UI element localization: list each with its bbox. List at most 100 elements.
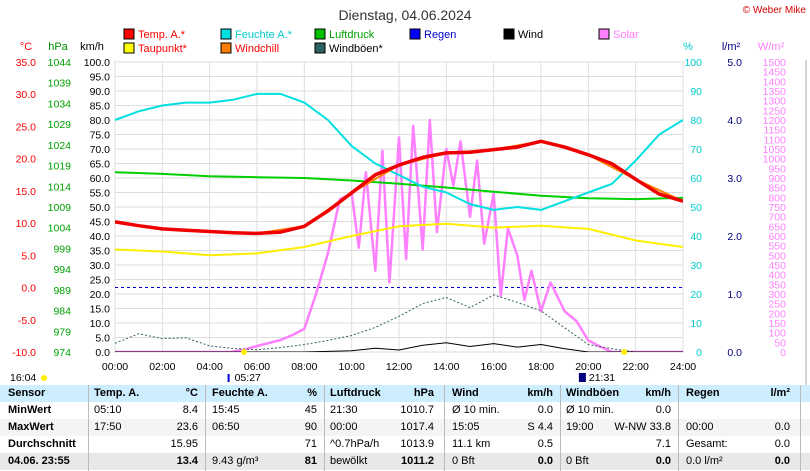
table-cell: bewölkt <box>330 455 368 467</box>
table-cell: 1017.4 <box>400 421 434 433</box>
series-line-luftdruck <box>115 171 683 201</box>
rain-tick-label: 3.0 <box>727 173 742 185</box>
pressure-tick-label: 1014 <box>48 181 72 193</box>
time-tick-label: 10:00 <box>339 361 365 373</box>
legend-label: Luftdruck <box>329 29 375 41</box>
table-cell: 9.43 g/m³ <box>212 455 259 467</box>
time-tick-label: 22:00 <box>623 361 649 373</box>
solar-tick-label: 1000 <box>763 154 787 166</box>
rain-tick-label: 0.0 <box>727 347 742 359</box>
table-cell: 11.1 km <box>452 438 491 450</box>
table-row: MaxWert 17:50 23.6 06:50 90 00:00 1017.4 15:05 S… <box>0 419 810 436</box>
wind-tick-label: 40.0 <box>90 231 111 243</box>
humidity-tick-label: 90 <box>690 86 702 98</box>
table-cell: 0.0 <box>774 455 790 467</box>
solar-tick-label: 0 <box>780 347 786 359</box>
pressure-axis-label: hPa <box>48 41 68 53</box>
legend-label: Temp. A.* <box>138 29 186 41</box>
sunrise-marker <box>240 349 247 355</box>
credit: © Weber Mike <box>743 5 807 16</box>
table-cell: 1011.2 <box>400 455 434 467</box>
table-cell: 17:50 <box>94 421 122 433</box>
table-separator <box>324 385 325 471</box>
wind-tick-label: 90.0 <box>90 86 111 98</box>
table-cell: 0.0 l/m² <box>686 455 723 467</box>
table-header-cell: Windböen <box>566 387 620 399</box>
temp-tick-label: -5.0 <box>18 315 36 327</box>
table-header-cell: Luftdruck <box>330 387 381 399</box>
row-label: 04.06. 23:55 <box>8 455 70 467</box>
table-cell: 71 <box>304 438 317 450</box>
table-cell: 8.4 <box>182 404 198 416</box>
stats-table: Sensor Temp. A. °C Feuchte A.% Luftdruck hPa W… <box>0 385 810 471</box>
table-cell: 0.0 <box>655 455 671 467</box>
table-header-cell: % <box>307 387 317 399</box>
wind-tick-label: 25.0 <box>90 275 111 287</box>
table-header-cell: Feuchte A. <box>212 387 268 399</box>
time-tick-label: 06:00 <box>244 361 270 373</box>
table-cell: 15.95 <box>170 438 198 450</box>
temp-tick-label: 15.0 <box>16 186 37 198</box>
solar-tick-label: 450 <box>768 260 786 272</box>
time-tick-label: 04:00 <box>197 361 223 373</box>
solar-tick-label: 650 <box>768 221 786 233</box>
temp-tick-label: 25.0 <box>16 121 37 133</box>
pressure-tick-label: 979 <box>53 326 71 338</box>
rain-axis-label: l/m² <box>722 41 741 53</box>
table-cell: 0 Bft <box>566 455 589 467</box>
table-cell: 15:05 <box>452 421 480 433</box>
wind-tick-label: 100.0 <box>84 57 110 69</box>
solar-tick-label: 1450 <box>763 67 787 79</box>
solar-tick-label: 750 <box>768 202 786 214</box>
pressure-tick-label: 989 <box>53 285 71 297</box>
day-start-marker <box>41 375 47 381</box>
solar-tick-label: 1150 <box>763 125 786 137</box>
legend-label: Wind <box>518 29 543 41</box>
humidity-tick-label: 30 <box>690 260 702 272</box>
pressure-tick-label: 974 <box>53 347 71 359</box>
row-label: MaxWert <box>8 421 54 433</box>
time-tick-label: 16:00 <box>481 361 507 373</box>
table-separator <box>88 385 89 471</box>
wind-tick-label: 30.0 <box>90 260 111 272</box>
wind-tick-label: 10.0 <box>90 318 111 330</box>
solar-tick-label: 600 <box>768 231 786 243</box>
wind-tick-label: 50.0 <box>90 202 111 214</box>
table-separator <box>205 385 206 471</box>
wind-tick-label: 15.0 <box>90 304 111 316</box>
solar-tick-label: 100 <box>768 328 786 340</box>
time-tick-label: 14:00 <box>433 361 459 373</box>
wind-tick-label: 95.0 <box>90 72 111 84</box>
temp-tick-label: 5.0 <box>21 250 36 262</box>
pressure-tick-label: 1009 <box>48 202 72 214</box>
solar-tick-label: 1400 <box>763 76 787 88</box>
table-header-row: Sensor Temp. A. °C Feuchte A.% Luftdruck hPa W… <box>0 385 810 402</box>
table-cell: 0 Bft <box>452 455 475 467</box>
pressure-tick-label: 1024 <box>48 140 72 152</box>
sunrise-time: 05:27 <box>235 372 261 384</box>
table-cell: 90 <box>304 421 317 433</box>
humidity-tick-label: 50 <box>690 202 702 214</box>
table-cell: S 4.4 <box>527 421 553 433</box>
solar-tick-label: 500 <box>768 250 786 262</box>
solar-tick-label: 1050 <box>763 144 787 156</box>
solar-tick-label: 250 <box>768 299 786 311</box>
humidity-tick-label: 100 <box>684 57 702 69</box>
pressure-tick-label: 1004 <box>48 223 72 235</box>
table-separator <box>560 385 561 471</box>
table-cell: 0.0 <box>537 455 553 467</box>
sunset-time: 21:31 <box>589 372 615 384</box>
temp-tick-label: -10.0 <box>12 347 36 359</box>
wind-tick-label: 55.0 <box>90 188 111 200</box>
table-cell: 0.5 <box>537 438 553 450</box>
legend-swatch <box>503 28 515 40</box>
humidity-tick-label: 0 <box>696 347 702 359</box>
table-row: Durchschnitt 15.95 71 ^0.7hPa/h 1013.9 11.1 k… <box>0 436 810 453</box>
wind-tick-label: 60.0 <box>90 173 111 185</box>
table-cell: 00:00 <box>330 421 358 433</box>
table-cell <box>94 436 154 453</box>
row-label: MinWert <box>8 404 52 416</box>
table-cell: 06:50 <box>212 421 240 433</box>
humidity-tick-label: 60 <box>690 173 702 185</box>
table-cell: 7.1 <box>655 438 671 450</box>
